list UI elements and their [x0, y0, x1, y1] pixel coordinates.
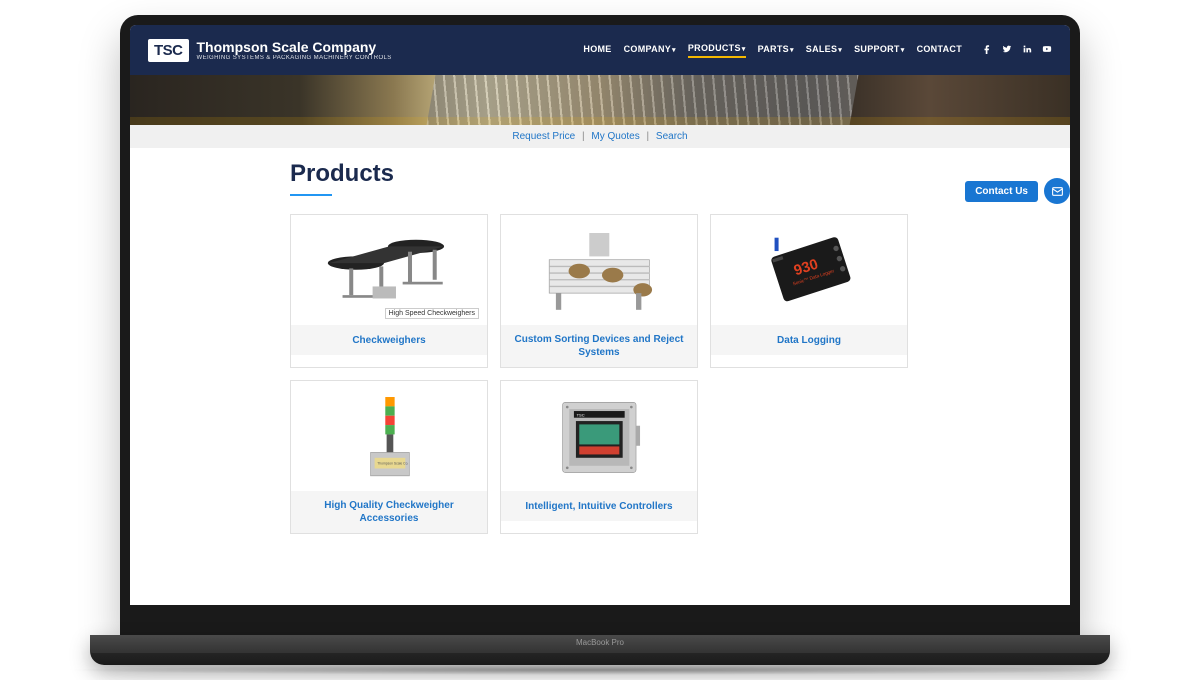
contact-us-button[interactable]: Contact Us [965, 181, 1038, 202]
product-title[interactable]: High Quality Checkweigher Accessories [291, 491, 487, 533]
contact-float[interactable]: Contact Us [965, 178, 1070, 204]
nav-sales[interactable]: SALES▾ [806, 44, 842, 57]
link-my-quotes[interactable]: My Quotes [591, 131, 639, 142]
product-title[interactable]: Data Logging [711, 325, 907, 355]
linkedin-icon[interactable] [1022, 44, 1032, 57]
facebook-icon[interactable] [982, 44, 992, 57]
brand-text[interactable]: Thompson Scale Company WEIGHING SYSTEMS … [197, 39, 392, 61]
svg-text:Thompson Scale Co.: Thompson Scale Co. [377, 462, 408, 466]
product-title[interactable]: Checkweighers [291, 325, 487, 355]
link-request-price[interactable]: Request Price [512, 131, 575, 142]
site-header: TSC Thompson Scale Company WEIGHING SYST… [130, 25, 1070, 75]
youtube-icon[interactable] [1042, 44, 1052, 57]
product-image: 930Sonic™ Data Logger [711, 215, 907, 325]
main-nav: HOME COMPANY▾ PRODUCTS▾ PARTS▾ SALES▾ SUPPORT… [583, 43, 1052, 58]
screen: TSC Thompson Scale Company WEIGHING SYST… [130, 25, 1070, 605]
social-icons [982, 44, 1052, 57]
logo-mark[interactable]: TSC [148, 39, 189, 62]
page-title: Products [290, 160, 394, 192]
product-image [501, 215, 697, 325]
twitter-icon[interactable] [1002, 44, 1012, 57]
product-card[interactable]: 930Sonic™ Data LoggerData Logging [710, 214, 908, 368]
product-card[interactable]: High Speed Checkweighers Checkweighers [290, 214, 488, 368]
link-search[interactable]: Search [656, 131, 688, 142]
nav-home[interactable]: HOME [583, 44, 611, 57]
product-card[interactable]: TSC Intelligent, Intuitive Controllers [500, 380, 698, 534]
device-label: MacBook Pro [90, 638, 1110, 647]
nav-parts[interactable]: PARTS▾ [758, 44, 794, 57]
nav-products[interactable]: PRODUCTS▾ [688, 43, 746, 58]
brand-name: Thompson Scale Company [197, 39, 392, 55]
product-image: High Speed Checkweighers [291, 215, 487, 325]
mail-icon[interactable] [1044, 178, 1070, 204]
page-content: Products Contact Us High Speed Checkweig… [130, 148, 1070, 534]
laptop-frame: TSC Thompson Scale Company WEIGHING SYST… [120, 15, 1080, 635]
hero-banner [130, 75, 1070, 125]
utility-bar: Request Price | My Quotes | Search [130, 125, 1070, 148]
product-image: TSC [501, 381, 697, 491]
laptop-notch [540, 15, 660, 25]
laptop-base: MacBook Pro [90, 635, 1110, 665]
product-title[interactable]: Intelligent, Intuitive Controllers [501, 491, 697, 521]
title-underline [290, 194, 332, 196]
product-image: Thompson Scale Co. [291, 381, 487, 491]
product-tooltip: High Speed Checkweighers [385, 308, 479, 319]
brand-tagline: WEIGHING SYSTEMS & PACKAGING MACHINERY C… [197, 55, 392, 61]
product-title[interactable]: Custom Sorting Devices and Reject System… [501, 325, 697, 367]
nav-support[interactable]: SUPPORT▾ [854, 44, 904, 57]
svg-text:TSC: TSC [576, 413, 584, 418]
nav-company[interactable]: COMPANY▾ [624, 44, 676, 57]
product-card[interactable]: Thompson Scale Co. High Quality Checkweig… [290, 380, 488, 534]
product-card[interactable]: Custom Sorting Devices and Reject System… [500, 214, 698, 368]
product-grid: High Speed Checkweighers Checkweighers Cus… [290, 214, 910, 534]
nav-contact[interactable]: CONTACT [917, 44, 962, 57]
